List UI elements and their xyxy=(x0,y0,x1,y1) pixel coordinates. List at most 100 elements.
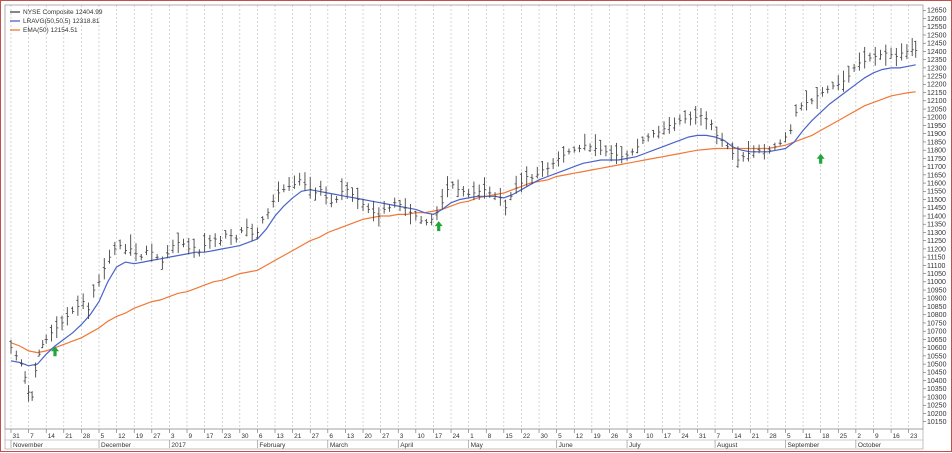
y-tick-label: 10800 xyxy=(927,312,947,319)
y-tick-label: 11300 xyxy=(927,230,946,237)
y-tick-label: 11750 xyxy=(927,156,946,163)
x-tick-label: 18 xyxy=(822,433,830,440)
y-tick-label: 12400 xyxy=(927,49,947,56)
x-tick-label: 23 xyxy=(910,433,918,440)
x-month-label: February xyxy=(259,442,286,449)
y-tick-label: 11800 xyxy=(927,148,946,155)
y-tick-label: 10750 xyxy=(927,320,947,327)
x-tick-label: 14 xyxy=(48,433,56,440)
x-tick-label: 21 xyxy=(752,433,760,440)
x-tick-label: 30 xyxy=(541,433,549,440)
x-tick-label: 19 xyxy=(593,433,601,440)
y-tick-label: 12250 xyxy=(927,74,947,81)
x-tick-label: 17 xyxy=(435,433,443,440)
x-tick-label: 17 xyxy=(664,433,672,440)
x-month-label: 2017 xyxy=(171,442,186,449)
y-tick-label: 12450 xyxy=(927,41,947,48)
y-tick-label: 12600 xyxy=(927,16,947,23)
legend-label: EMA(50) 12154.51 xyxy=(23,27,78,34)
x-month-label: December xyxy=(101,442,132,449)
y-tick-label: 10350 xyxy=(927,386,947,393)
price-series xyxy=(9,38,918,402)
y-tick-label: 11000 xyxy=(927,279,946,286)
x-tick-label: 10 xyxy=(417,433,425,440)
y-tick-label: 12000 xyxy=(927,115,947,122)
y-tick-label: 11600 xyxy=(927,180,946,187)
x-tick-label: 8 xyxy=(488,433,492,440)
legend-label: NYSE Composite 12404.99 xyxy=(23,9,103,16)
y-tick-label: 10500 xyxy=(927,362,947,369)
x-tick-label: 28 xyxy=(83,433,91,440)
x-tick-label: 7 xyxy=(717,433,721,440)
x-tick-label: 12 xyxy=(576,433,584,440)
x-month-label: July xyxy=(629,442,641,449)
x-month-label: November xyxy=(13,442,44,449)
y-tick-label: 10200 xyxy=(927,411,947,418)
x-month-label: April xyxy=(400,442,414,449)
y-tick-label: 10150 xyxy=(927,419,947,426)
y-tick-label: 10900 xyxy=(927,296,947,303)
x-tick-label: 24 xyxy=(453,433,461,440)
x-tick-label: 9 xyxy=(189,433,193,440)
lrma-line xyxy=(10,64,916,367)
y-tick-label: 10850 xyxy=(927,304,947,311)
y-tick-label: 11550 xyxy=(927,189,946,196)
y-tick-label: 10600 xyxy=(927,345,947,352)
up-arrow-icon xyxy=(434,221,443,232)
y-tick-label: 12500 xyxy=(927,32,947,39)
y-tick-label: 11950 xyxy=(927,123,946,130)
y-tick-label: 11400 xyxy=(927,213,946,220)
x-month-label: May xyxy=(471,442,484,449)
y-tick-label: 10700 xyxy=(927,329,947,336)
y-tick-label: 11450 xyxy=(927,205,946,212)
x-month-label: June xyxy=(559,442,573,449)
y-tick-label: 10300 xyxy=(927,394,947,401)
y-tick-label: 11200 xyxy=(927,246,946,253)
x-tick-label: 13 xyxy=(347,433,355,440)
x-tick-label: 14 xyxy=(734,433,742,440)
x-tick-label: 20 xyxy=(365,433,373,440)
x-tick-label: 1 xyxy=(470,433,474,440)
y-tick-label: 10450 xyxy=(927,370,947,377)
x-tick-label: 5 xyxy=(558,433,562,440)
ema-series xyxy=(10,91,916,354)
x-tick-label: 27 xyxy=(312,433,320,440)
x-month-label: August xyxy=(717,442,737,449)
y-tick-label: 11250 xyxy=(927,238,946,245)
x-tick-label: 23 xyxy=(224,433,232,440)
signal-arrows xyxy=(51,153,825,357)
x-tick-label: 9 xyxy=(875,433,879,440)
y-tick-label: 11700 xyxy=(927,164,946,171)
y-tick-label: 11650 xyxy=(927,172,946,179)
y-tick-label: 10550 xyxy=(927,353,947,360)
axis-layer: 31 7 14 21 28 5 12 19 27 3 9 17 23 30 6 13 21 27 6 13 20 27 3 1… xyxy=(4,4,947,450)
x-tick-label: 13 xyxy=(277,433,285,440)
y-tick-label: 11050 xyxy=(927,271,946,278)
x-tick-label: 6 xyxy=(259,433,263,440)
x-tick-label: 7 xyxy=(30,433,34,440)
x-tick-label: 16 xyxy=(893,433,901,440)
y-tick-label: 11350 xyxy=(927,222,946,229)
x-tick-label: 5 xyxy=(101,433,105,440)
x-tick-label: 27 xyxy=(153,433,161,440)
x-tick-label: 21 xyxy=(65,433,73,440)
y-tick-label: 12150 xyxy=(927,90,947,97)
x-tick-label: 10 xyxy=(646,433,654,440)
x-axis-box xyxy=(4,428,924,450)
y-tick-label: 12300 xyxy=(927,65,947,72)
y-tick-label: 12650 xyxy=(927,8,947,15)
y-tick-label: 12200 xyxy=(927,82,947,89)
y-tick-label: 12550 xyxy=(927,24,947,31)
lrma-series xyxy=(10,64,916,367)
y-tick-label: 10400 xyxy=(927,378,947,385)
x-tick-label: 17 xyxy=(206,433,214,440)
y-tick-label: 10650 xyxy=(927,337,947,344)
x-tick-label: 12 xyxy=(118,433,126,440)
x-tick-label: 30 xyxy=(241,433,249,440)
x-tick-label: 25 xyxy=(840,433,848,440)
x-tick-label: 26 xyxy=(611,433,619,440)
x-tick-label: 3 xyxy=(171,433,175,440)
y-tick-label: 12050 xyxy=(927,106,947,113)
